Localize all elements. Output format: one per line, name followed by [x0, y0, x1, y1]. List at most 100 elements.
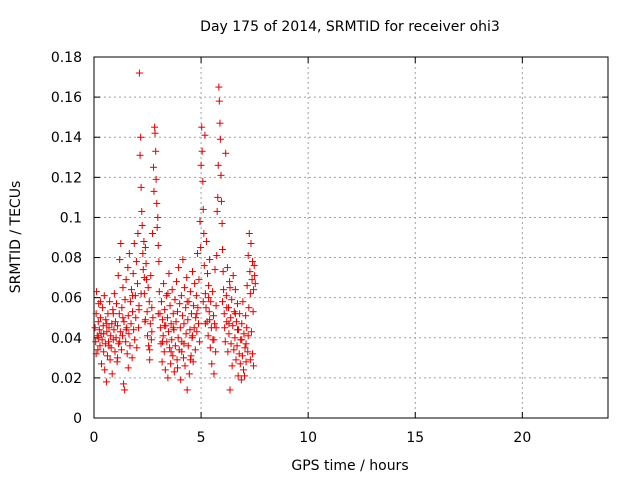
data-point — [94, 334, 102, 342]
data-point — [250, 286, 258, 294]
data-point — [135, 69, 143, 77]
data-point — [117, 346, 125, 354]
data-point — [98, 336, 106, 344]
data-point — [177, 292, 185, 300]
data-point — [114, 272, 122, 280]
data-point — [100, 292, 108, 300]
data-point — [177, 376, 185, 384]
data-point — [167, 360, 175, 368]
data-point — [226, 386, 234, 394]
data-point — [154, 310, 162, 318]
data-point — [192, 314, 200, 322]
data-point — [249, 308, 257, 316]
data-point — [160, 280, 168, 288]
data-point — [119, 284, 127, 292]
y-tick-label: 0.12 — [51, 170, 82, 186]
data-point — [247, 328, 255, 336]
data-point — [228, 296, 236, 304]
data-point — [151, 123, 159, 131]
data-point — [132, 314, 140, 322]
data-point — [218, 219, 226, 227]
data-point — [199, 205, 207, 213]
data-point — [245, 229, 253, 237]
grid-lines — [94, 57, 608, 418]
data-point — [121, 296, 129, 304]
x-axis-tick-labels: 0 5 10 15 20 — [90, 430, 532, 446]
data-point — [102, 378, 110, 386]
data-point — [212, 348, 220, 356]
data-point — [244, 332, 252, 340]
y-tick-label: 0.1 — [60, 210, 82, 226]
data-point — [128, 354, 136, 362]
data-point — [204, 332, 212, 340]
data-point — [251, 272, 259, 280]
data-point — [159, 332, 167, 340]
data-point — [244, 252, 252, 260]
data-point — [206, 316, 214, 324]
data-point — [157, 298, 165, 306]
data-point — [238, 336, 246, 344]
y-tick-label: 0.02 — [51, 371, 82, 387]
data-point — [210, 336, 218, 344]
data-point — [135, 324, 143, 332]
data-point — [122, 338, 130, 346]
data-point — [172, 318, 180, 326]
data-point — [226, 284, 234, 292]
data-point — [212, 302, 220, 310]
data-point — [201, 131, 209, 139]
data-point — [160, 348, 168, 356]
data-point — [186, 288, 194, 296]
data-point — [211, 320, 219, 328]
data-point — [145, 298, 153, 306]
data-point — [206, 256, 214, 264]
data-point — [161, 366, 169, 374]
data-point — [149, 314, 157, 322]
data-point — [238, 320, 246, 328]
data-point — [210, 312, 218, 320]
data-point — [143, 308, 151, 316]
data-point — [231, 286, 239, 294]
data-point — [146, 346, 154, 354]
data-point — [202, 304, 210, 312]
y-tick-label: 0.04 — [51, 331, 82, 347]
y-tick-label: 0 — [73, 411, 82, 427]
data-point — [191, 346, 199, 354]
y-axis-tick-labels: 0 0.02 0.04 0.06 0.08 0.1 0.12 0.14 0.16 0.18 — [51, 50, 82, 427]
data-point — [226, 278, 234, 286]
data-point — [158, 358, 166, 366]
data-point — [129, 270, 137, 278]
data-point — [101, 366, 109, 374]
data-point — [242, 358, 250, 366]
data-point — [144, 332, 152, 340]
data-point — [134, 229, 142, 237]
data-point — [211, 266, 219, 274]
data-point — [96, 314, 104, 322]
data-point — [92, 338, 100, 346]
data-point — [145, 342, 153, 350]
data-point — [147, 336, 155, 344]
data-point — [165, 328, 173, 336]
data-point — [172, 278, 180, 286]
data-point — [221, 324, 229, 332]
data-point — [154, 213, 162, 221]
data-point — [102, 316, 110, 324]
data-point — [193, 250, 201, 258]
data-point — [140, 238, 148, 246]
data-point — [182, 304, 190, 312]
data-point — [244, 348, 252, 356]
data-point — [159, 316, 167, 324]
data-point — [130, 326, 138, 334]
data-point — [220, 310, 228, 318]
data-point — [110, 326, 118, 334]
x-axis-label: GPS time / hours — [291, 458, 408, 474]
data-point — [137, 133, 145, 141]
data-point — [129, 292, 137, 300]
data-point — [213, 207, 221, 215]
data-point — [154, 242, 162, 250]
data-point — [248, 350, 256, 358]
data-point — [127, 286, 135, 294]
data-point — [146, 356, 154, 364]
data-point — [205, 308, 213, 316]
data-point — [122, 326, 130, 334]
data-point — [248, 276, 256, 284]
